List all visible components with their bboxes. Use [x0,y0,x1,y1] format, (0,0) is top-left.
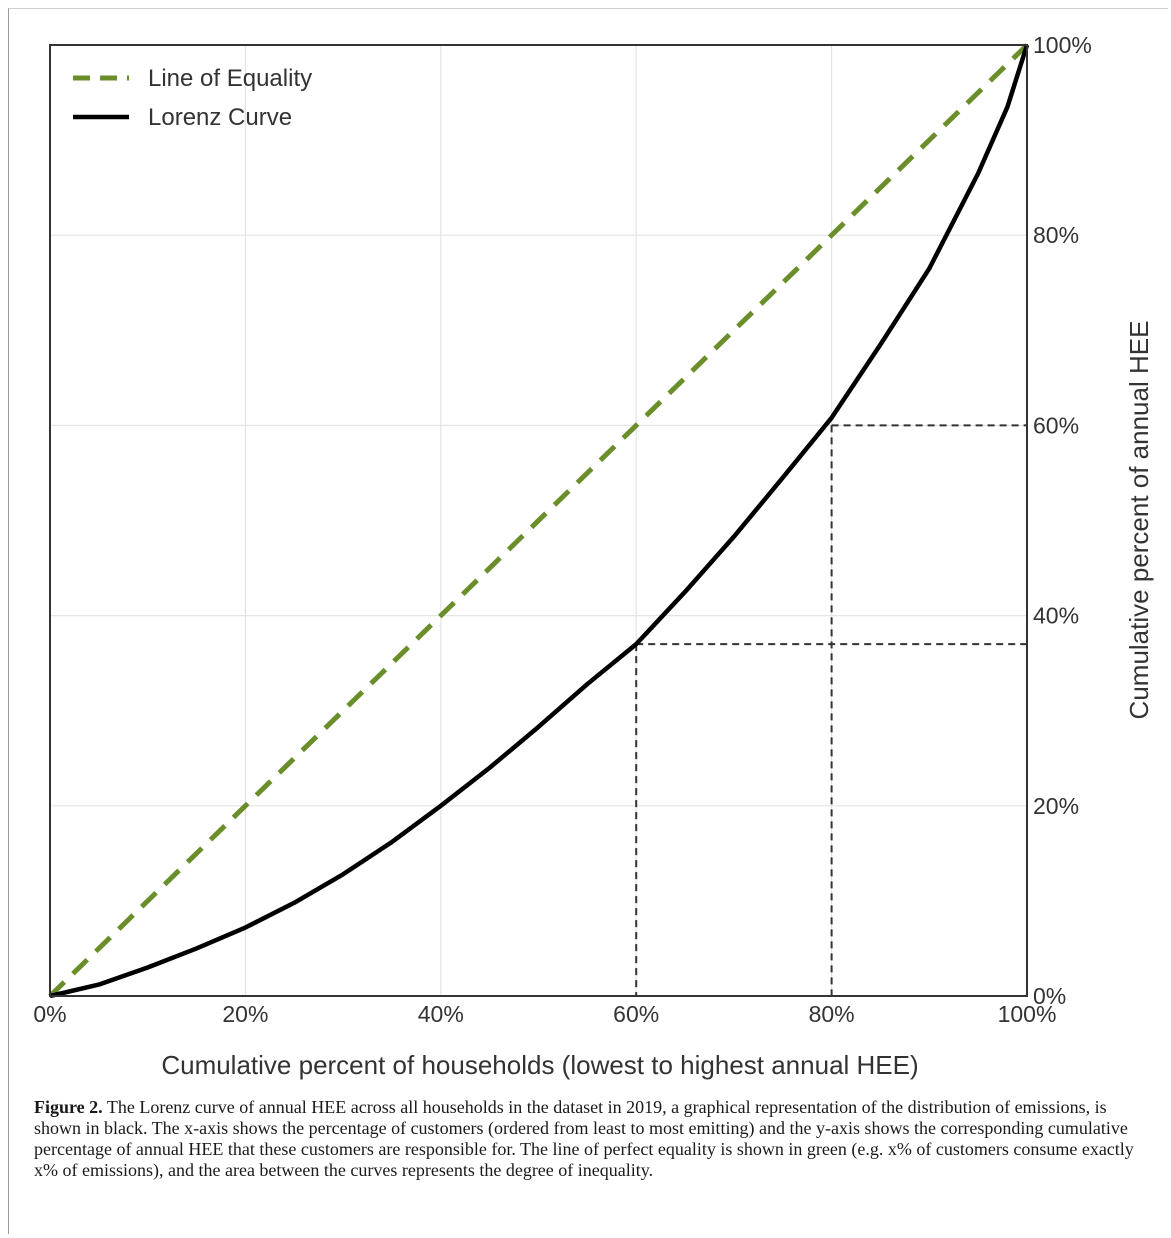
y-axis-label: Cumulative percent of annual HEE [1124,321,1154,720]
x-tick-label: 40% [418,1001,464,1027]
caption-text: The Lorenz curve of annual HEE across al… [34,1097,1134,1180]
y-tick-label: 60% [1033,412,1079,438]
y-tick-label: 20% [1033,793,1079,819]
equality-line [48,43,1029,998]
figure-label: Figure 2. [34,1097,103,1117]
y-tick-label: 100% [1033,32,1092,58]
x-tick-label: 20% [222,1001,268,1027]
lorenz-chart: 0% 20% 40% 60% 80% 100%0%20%40%60%80%100%Cumu… [33,32,1154,1080]
x-tick-label: 60% [613,1001,659,1027]
legend-label: Lorenz Curve [148,104,292,131]
x-tick-label: 80% [809,1001,855,1027]
y-tick-label: 40% [1033,603,1079,629]
plot-frame [49,44,1028,997]
x-axis-label: Cumulative percent of households (lowest… [161,1050,918,1080]
x-tick-label: 100% [998,1001,1057,1027]
lorenz-curve [49,44,1030,999]
x-tick-label: 0% [33,1001,66,1027]
figure-frame [8,8,1168,1234]
figure-caption: Figure 2. The Lorenz curve of annual HEE… [34,1097,1144,1181]
y-tick-label: 80% [1033,222,1079,248]
legend-label: Line of Equality [148,65,312,92]
y-tick-label: 0% [1033,983,1066,1009]
